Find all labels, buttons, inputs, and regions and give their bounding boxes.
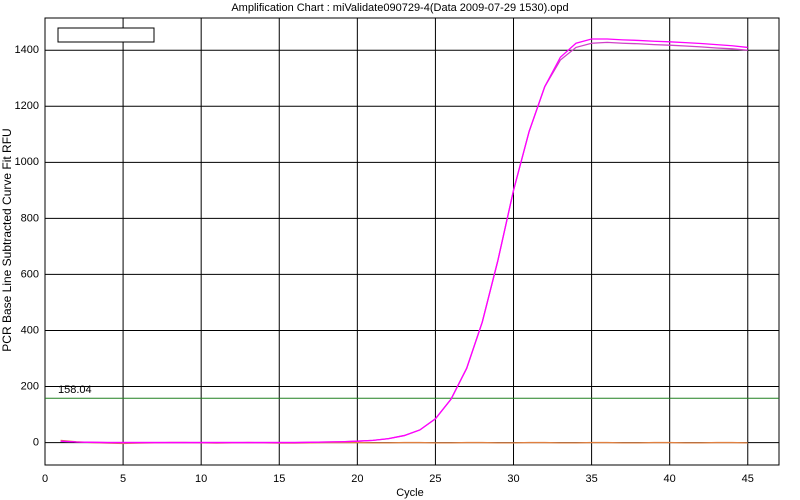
- x-axis-label: Cycle: [396, 487, 424, 499]
- x-tick-label: 0: [42, 473, 48, 485]
- chart-title: Amplification Chart : miValidate090729-4…: [231, 2, 568, 14]
- y-tick-label: 1400: [15, 44, 39, 56]
- y-tick-label: 0: [33, 436, 39, 448]
- y-tick-label: 1000: [15, 156, 39, 168]
- y-tick-label: 1200: [15, 100, 39, 112]
- x-tick-label: 40: [664, 473, 676, 485]
- y-tick-label: 200: [21, 380, 39, 392]
- y-tick-label: 600: [21, 268, 39, 280]
- x-tick-label: 25: [429, 473, 441, 485]
- x-tick-label: 20: [351, 473, 363, 485]
- plot-area: [44, 17, 780, 466]
- legend-box: [57, 27, 155, 43]
- x-tick-label: 30: [507, 473, 519, 485]
- x-tick-label: 5: [120, 473, 126, 485]
- y-tick-label: 400: [21, 324, 39, 336]
- x-tick-label: 10: [195, 473, 207, 485]
- threshold-label: 158.04: [58, 384, 92, 396]
- y-tick-label: 800: [21, 212, 39, 224]
- x-tick-label: 15: [273, 473, 285, 485]
- y-axis-label: PCR Base Line Subtracted Curve Fit RFU: [0, 128, 14, 351]
- x-tick-label: 45: [742, 473, 754, 485]
- x-tick-label: 35: [585, 473, 597, 485]
- series-line: [60, 38, 748, 444]
